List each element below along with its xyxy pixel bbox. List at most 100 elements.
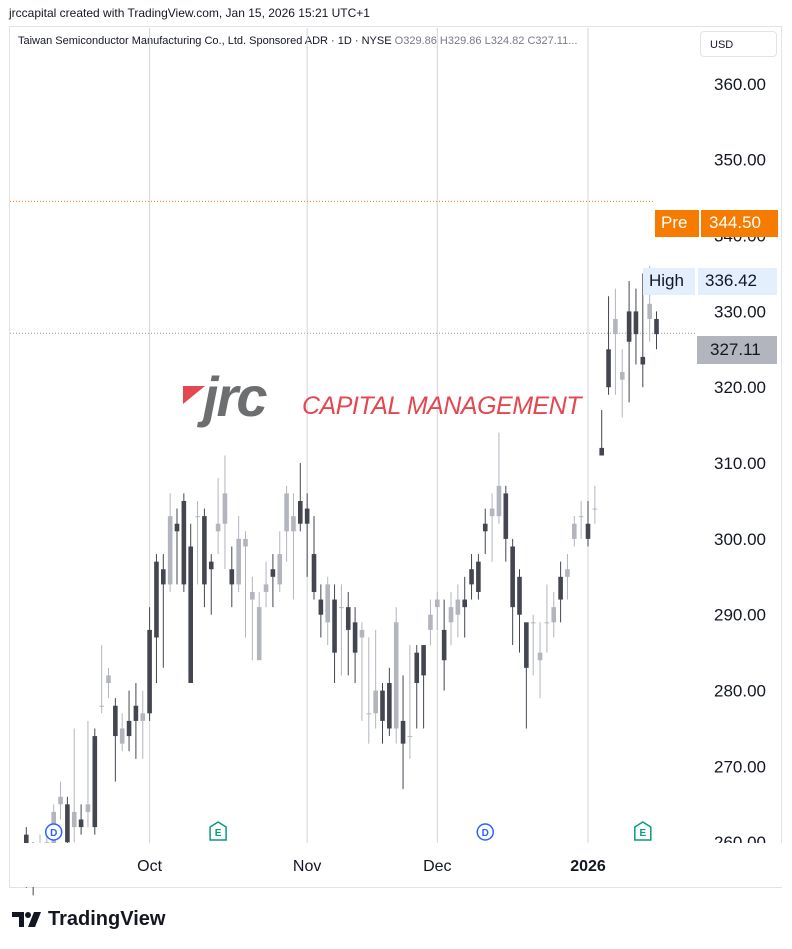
candle-body xyxy=(113,705,118,737)
candle-body xyxy=(366,713,372,715)
candle-body xyxy=(126,720,132,737)
currency-button[interactable]: USD xyxy=(700,31,777,57)
candle-body xyxy=(188,546,193,683)
candle-body xyxy=(277,554,283,585)
candle-body xyxy=(462,599,467,608)
y-tick-label: 300.00 xyxy=(714,530,766,549)
y-tick-label: 270.00 xyxy=(714,757,766,776)
tradingview-logo[interactable]: TradingView xyxy=(12,908,165,931)
candle-body xyxy=(400,720,406,744)
chart-frame xyxy=(9,26,782,888)
x-tick-label: Dec xyxy=(423,858,451,875)
candle-body xyxy=(119,728,125,744)
watermark-mark-icon xyxy=(183,386,205,404)
candle-body xyxy=(640,356,646,365)
candle-body xyxy=(44,842,50,844)
candle-body xyxy=(174,523,180,532)
candle-body xyxy=(325,584,330,623)
candle-body xyxy=(85,804,91,812)
y-tick-label: 350.00 xyxy=(714,151,766,170)
candle-body xyxy=(71,811,77,828)
open-key: O xyxy=(394,35,404,47)
tradingview-brand: TradingView xyxy=(48,908,166,930)
candle-body xyxy=(284,493,289,532)
tradingview-icon xyxy=(12,911,41,927)
candle-body xyxy=(140,713,146,721)
candle-body xyxy=(407,736,413,738)
candle-body xyxy=(435,599,440,608)
candle-body xyxy=(298,500,303,524)
candle-body xyxy=(332,599,337,653)
candle-body xyxy=(78,819,84,828)
candle-body xyxy=(202,516,207,585)
y-tick-label: 310.00 xyxy=(714,454,766,473)
candle-body xyxy=(270,569,276,577)
candle-body xyxy=(243,538,248,547)
candle-body xyxy=(428,614,433,630)
candle-body xyxy=(167,516,173,585)
candle-body xyxy=(215,523,221,532)
watermark-name: CAPITAL MANAGEMENT xyxy=(302,392,582,420)
candle-body xyxy=(345,607,351,630)
earnings-icon xyxy=(634,821,652,841)
candle-body xyxy=(339,607,344,609)
instrument-title: Taiwan Semiconductor Manufacturing Co., … xyxy=(18,35,392,47)
candle-body xyxy=(530,622,536,624)
close-key: C xyxy=(527,35,536,47)
candle-body xyxy=(551,607,557,623)
candle-body xyxy=(99,705,104,707)
candle-body xyxy=(304,508,310,524)
candle-body xyxy=(592,508,598,510)
pre-value: 344.50 xyxy=(701,210,778,237)
dividend-icon xyxy=(44,823,63,841)
candle-body xyxy=(236,538,241,585)
candle-body xyxy=(263,584,269,592)
event-label: E xyxy=(639,828,646,839)
dividend-icon xyxy=(476,823,494,841)
candle-body xyxy=(585,523,591,539)
y-tick-label: 330.00 xyxy=(714,302,766,321)
high-label: High xyxy=(643,268,695,295)
candle-body xyxy=(65,804,70,843)
candle-body xyxy=(441,629,447,661)
candle-body xyxy=(476,561,481,592)
y-tick-label: 280.00 xyxy=(714,682,766,701)
x-tick-label: Oct xyxy=(137,858,162,875)
candle-body xyxy=(133,705,139,721)
candle-body xyxy=(256,607,262,661)
candle-body xyxy=(421,645,426,676)
x-tick-label: Nov xyxy=(293,858,321,875)
candle-body xyxy=(181,500,187,585)
candle-body xyxy=(524,622,529,668)
candle-body xyxy=(606,349,611,388)
event-label: D xyxy=(482,828,489,839)
candle-body xyxy=(106,675,111,683)
candle-body xyxy=(222,493,228,524)
candle-body xyxy=(565,569,570,577)
candle-body xyxy=(510,546,515,608)
x-axis-area xyxy=(10,843,782,887)
candle-body xyxy=(359,629,365,638)
candle-body xyxy=(448,607,454,623)
candle-body xyxy=(147,629,152,714)
candle-body xyxy=(195,516,200,518)
candle-body xyxy=(469,569,474,585)
candle-body xyxy=(393,622,399,729)
candle-body xyxy=(619,372,625,380)
high-value: 336.42 xyxy=(698,268,777,295)
candle-body xyxy=(414,652,420,683)
candle-body xyxy=(352,622,358,653)
watermark-logo: jrc CAPITAL MANAGEMENT xyxy=(183,365,603,434)
candle-body xyxy=(647,303,652,319)
attribution-text: jrccapital created with TradingView.com,… xyxy=(9,6,370,20)
candle-body xyxy=(161,569,166,585)
y-tick-label: 360.00 xyxy=(714,75,766,94)
high-value: 329.86 xyxy=(447,35,482,47)
last-price-tag: 327.11 xyxy=(697,336,777,364)
candle-body xyxy=(58,796,63,805)
candle-body xyxy=(496,485,502,517)
candle-body xyxy=(613,318,618,335)
candle-body xyxy=(92,736,98,828)
candle-body xyxy=(489,508,495,517)
